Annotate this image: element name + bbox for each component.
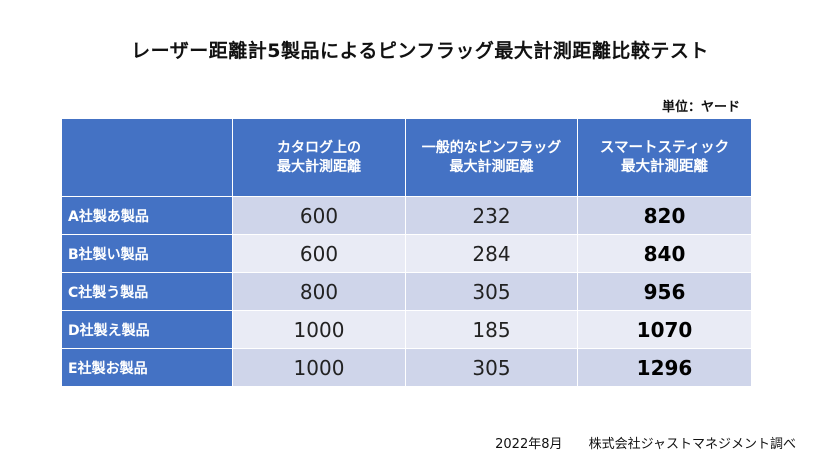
footer-note: 2022年8月 株式会社ジャストマネジメント調べ (495, 433, 796, 452)
pin-flag-distance: 185 (405, 310, 578, 349)
smart-stick-distance: 820 (577, 196, 752, 235)
smart-stick-distance: 1296 (577, 348, 752, 387)
pin-flag-distance: 305 (405, 272, 578, 311)
catalog-distance: 1000 (232, 310, 406, 349)
survey-date: 2022年8月 (495, 437, 563, 452)
smart-stick-distance: 956 (577, 272, 752, 311)
survey-source: 株式会社ジャストマネジメント調べ (588, 437, 796, 452)
smart-stick-distance: 840 (577, 234, 752, 273)
comparison-table: カタログ上の 最大計測距離 一般的なピンフラッグ 最大計測距離 スマートスティッ… (61, 118, 752, 387)
pin-flag-distance: 232 (405, 196, 578, 235)
header-smart-stick-line1: スマートスティック (599, 139, 730, 156)
unit-label: 単位：ヤード (661, 100, 740, 115)
header-catalog-line2: 最大計測距離 (277, 158, 361, 175)
table-row: E社製お製品 1000 305 1296 (61, 348, 752, 387)
pin-flag-distance: 284 (405, 234, 578, 273)
header-pin-flag: 一般的なピンフラッグ 最大計測距離 (405, 118, 578, 197)
header-smart-stick-line2: 最大計測距離 (621, 158, 708, 175)
table-header-row: カタログ上の 最大計測距離 一般的なピンフラッグ 最大計測距離 スマートスティッ… (61, 118, 752, 197)
table-row: B社製い製品 600 284 840 (61, 234, 752, 273)
header-catalog: カタログ上の 最大計測距離 (232, 118, 406, 197)
catalog-distance: 600 (232, 196, 406, 235)
page-title: レーザー距離計5製品によるピンフラッグ最大計測距離比較テスト (131, 40, 709, 62)
catalog-distance: 1000 (232, 348, 406, 387)
header-catalog-line1: カタログ上の (277, 139, 361, 156)
catalog-distance: 600 (232, 234, 406, 273)
product-name: B社製い製品 (61, 234, 233, 273)
header-pin-flag-line1: 一般的なピンフラッグ (421, 139, 562, 156)
product-name: A社製あ製品 (61, 196, 233, 235)
pin-flag-distance: 305 (405, 348, 578, 387)
table-row: D社製え製品 1000 185 1070 (61, 310, 752, 349)
header-corner-cell (61, 118, 233, 197)
product-name: E社製お製品 (61, 348, 233, 387)
table-row: C社製う製品 800 305 956 (61, 272, 752, 311)
smart-stick-distance: 1070 (577, 310, 752, 349)
catalog-distance: 800 (232, 272, 406, 311)
product-name: C社製う製品 (61, 272, 233, 311)
table-row: A社製あ製品 600 232 820 (61, 196, 752, 235)
header-pin-flag-line2: 最大計測距離 (449, 158, 534, 175)
header-smart-stick: スマートスティック 最大計測距離 (577, 118, 752, 197)
product-name: D社製え製品 (61, 310, 233, 349)
